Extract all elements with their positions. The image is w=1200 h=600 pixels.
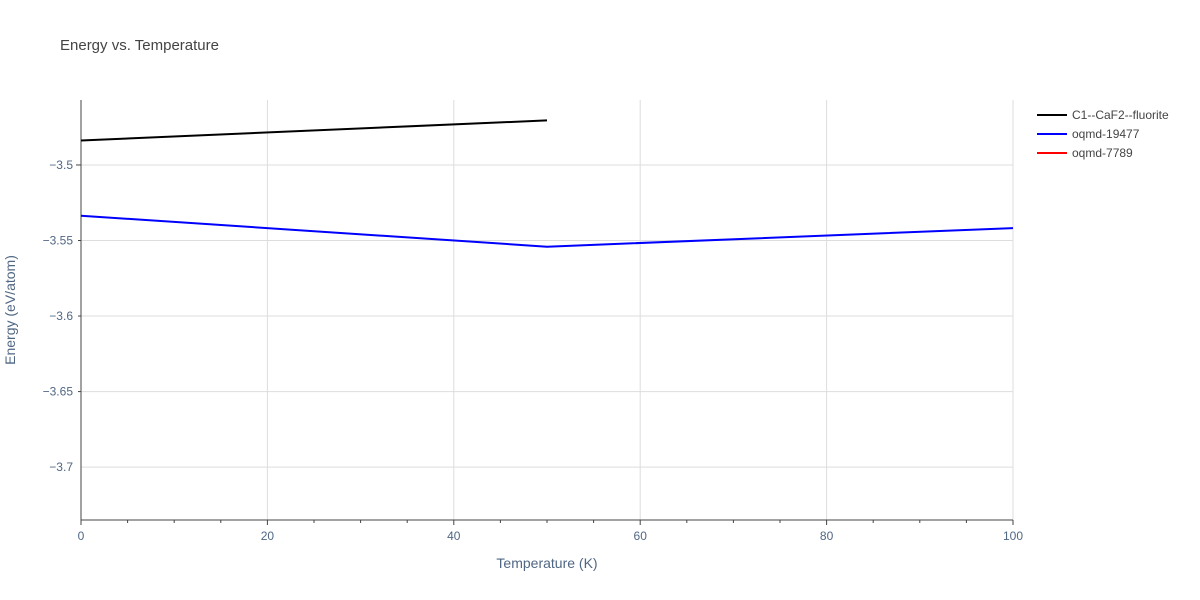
tick-labels: 0 20 40 60 80 100 −3.5 −3.55 −3.6 −3.65 −3.7 xyxy=(43,158,1024,543)
x-tick-label: 100 xyxy=(1003,529,1023,543)
series-line-0 xyxy=(80,119,548,142)
legend-label: C1--CaF2--fluorite xyxy=(1072,108,1169,122)
y-axis-title: Energy (eV/atom) xyxy=(2,255,18,365)
x-tick-label: 0 xyxy=(78,529,85,543)
series-line-1 xyxy=(80,214,1014,248)
x-tick-label: 20 xyxy=(261,529,275,543)
legend-item-0[interactable]: C1--CaF2--fluorite xyxy=(1037,108,1169,122)
x-tick-label: 80 xyxy=(820,529,834,543)
y-tick-label: −3.55 xyxy=(43,234,74,248)
legend[interactable]: C1--CaF2--fluorite oqmd-19477 oqmd-7789 xyxy=(1037,108,1169,160)
gridlines xyxy=(81,100,1014,520)
y-tick-label: −3.65 xyxy=(43,385,74,399)
legend-label: oqmd-7789 xyxy=(1072,146,1133,160)
x-tick-label: 60 xyxy=(634,529,648,543)
series-layer xyxy=(80,119,1014,248)
x-tick-label: 40 xyxy=(447,529,461,543)
legend-item-2[interactable]: oqmd-7789 xyxy=(1037,146,1133,160)
legend-item-1[interactable]: oqmd-19477 xyxy=(1037,127,1140,141)
axes xyxy=(76,100,1014,525)
y-tick-label: −3.6 xyxy=(49,309,73,323)
chart-title: Energy vs. Temperature xyxy=(60,37,219,54)
legend-label: oqmd-19477 xyxy=(1072,127,1140,141)
x-axis-title: Temperature (K) xyxy=(496,555,597,571)
y-tick-label: −3.7 xyxy=(49,460,73,474)
y-tick-label: −3.5 xyxy=(49,158,73,172)
